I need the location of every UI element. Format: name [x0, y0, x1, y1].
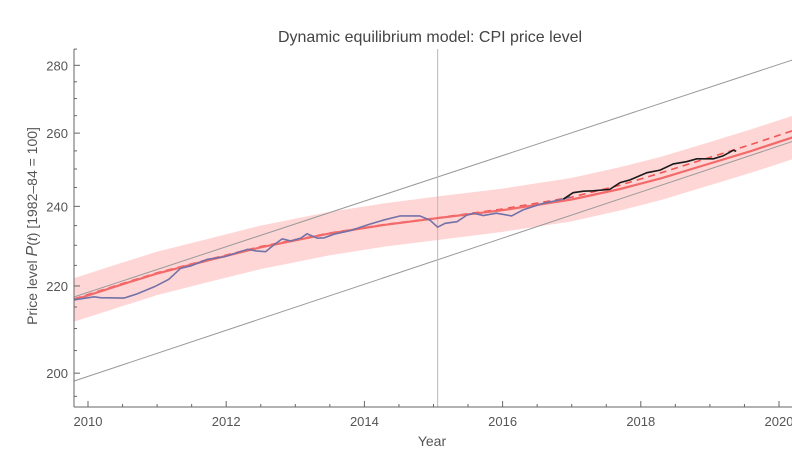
reference-line-2: [74, 141, 792, 382]
series-group: [74, 49, 792, 407]
cpi-recent-line: [562, 149, 737, 200]
y-tick-label: 280: [46, 58, 68, 73]
x-tick-label: 2012: [212, 414, 241, 429]
x-tick-label: 2010: [74, 414, 103, 429]
cpi-data-line: [74, 196, 571, 301]
x-tick-label: 2020: [765, 414, 792, 429]
model-solid-line: [74, 136, 792, 301]
x-tick-label: 2014: [350, 414, 379, 429]
x-axis-label: Year: [418, 433, 447, 449]
x-tick-label: 2018: [626, 414, 655, 429]
y-tick-label: 240: [46, 199, 68, 214]
plot-area: [74, 49, 792, 407]
x-tick-label: 2016: [488, 414, 517, 429]
reference-line-1: [74, 59, 792, 298]
y-tick-label: 200: [46, 366, 68, 381]
y-tick-label: 260: [46, 126, 68, 141]
y-axis-label: Price level P(t) [1982–84 = 100]: [24, 127, 41, 325]
y-tick-label: 220: [46, 279, 68, 294]
chart-title: Dynamic equilibrium model: CPI price lev…: [278, 29, 582, 46]
axes: 2010 2012 2014 2016 2018 2020 200 220 240 260 280: [46, 48, 792, 429]
